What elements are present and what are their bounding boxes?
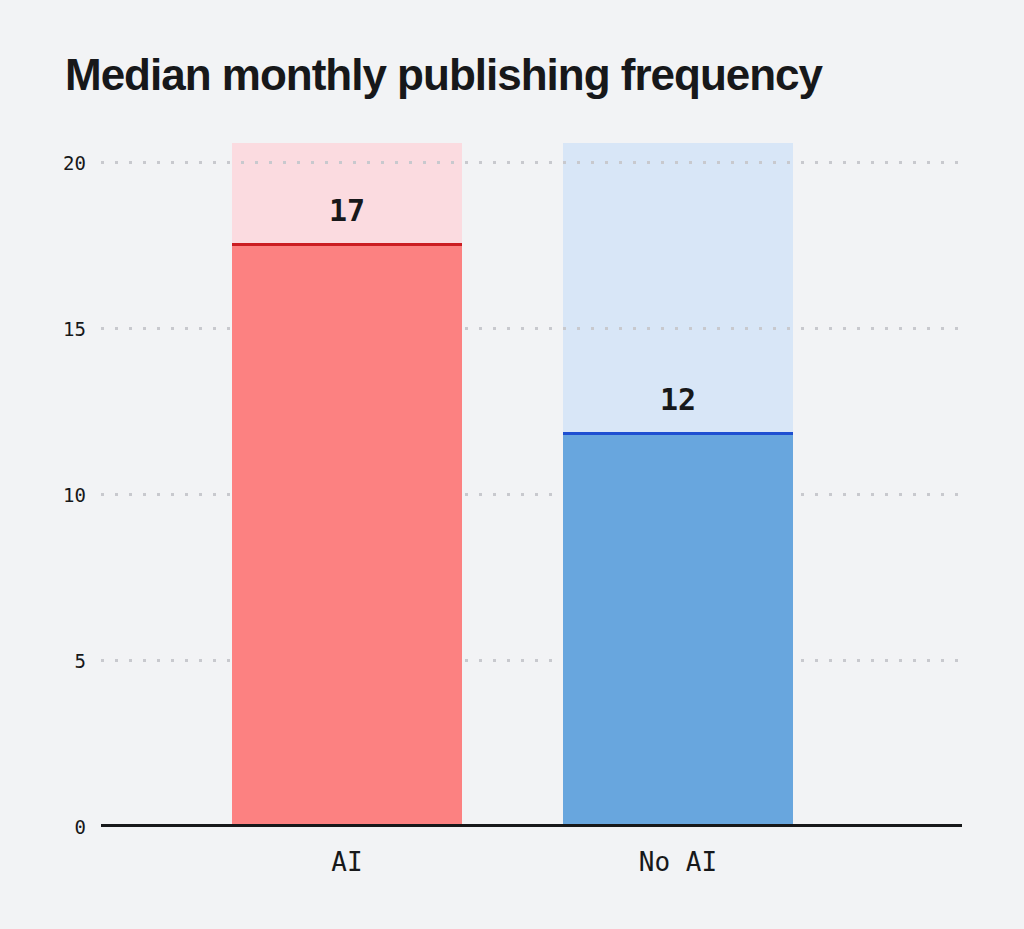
- bar-value-label-no-ai: 12: [660, 385, 696, 415]
- y-tick-label-0: 0: [26, 818, 86, 837]
- y-tick-label-5: 5: [26, 651, 86, 670]
- x-axis-line: [101, 824, 962, 827]
- y-tick-label-15: 15: [26, 319, 86, 338]
- chart-title: Median monthly publishing frequency: [65, 50, 822, 100]
- bar-no-ai[interactable]: [563, 432, 793, 827]
- x-category-label-no-ai: No AI: [639, 849, 717, 875]
- bar-ai[interactable]: [232, 243, 462, 827]
- x-category-label-ai: AI: [331, 849, 362, 875]
- gridline-y-5: [101, 659, 962, 662]
- y-tick-label-20: 20: [26, 153, 86, 172]
- y-tick-label-10: 10: [26, 485, 86, 504]
- plot-area: 1712: [101, 143, 962, 827]
- gridline-y-15: [101, 327, 962, 330]
- gridline-y-10: [101, 493, 962, 496]
- bar-value-label-ai: 17: [329, 196, 365, 226]
- gridline-y-20: [101, 161, 962, 164]
